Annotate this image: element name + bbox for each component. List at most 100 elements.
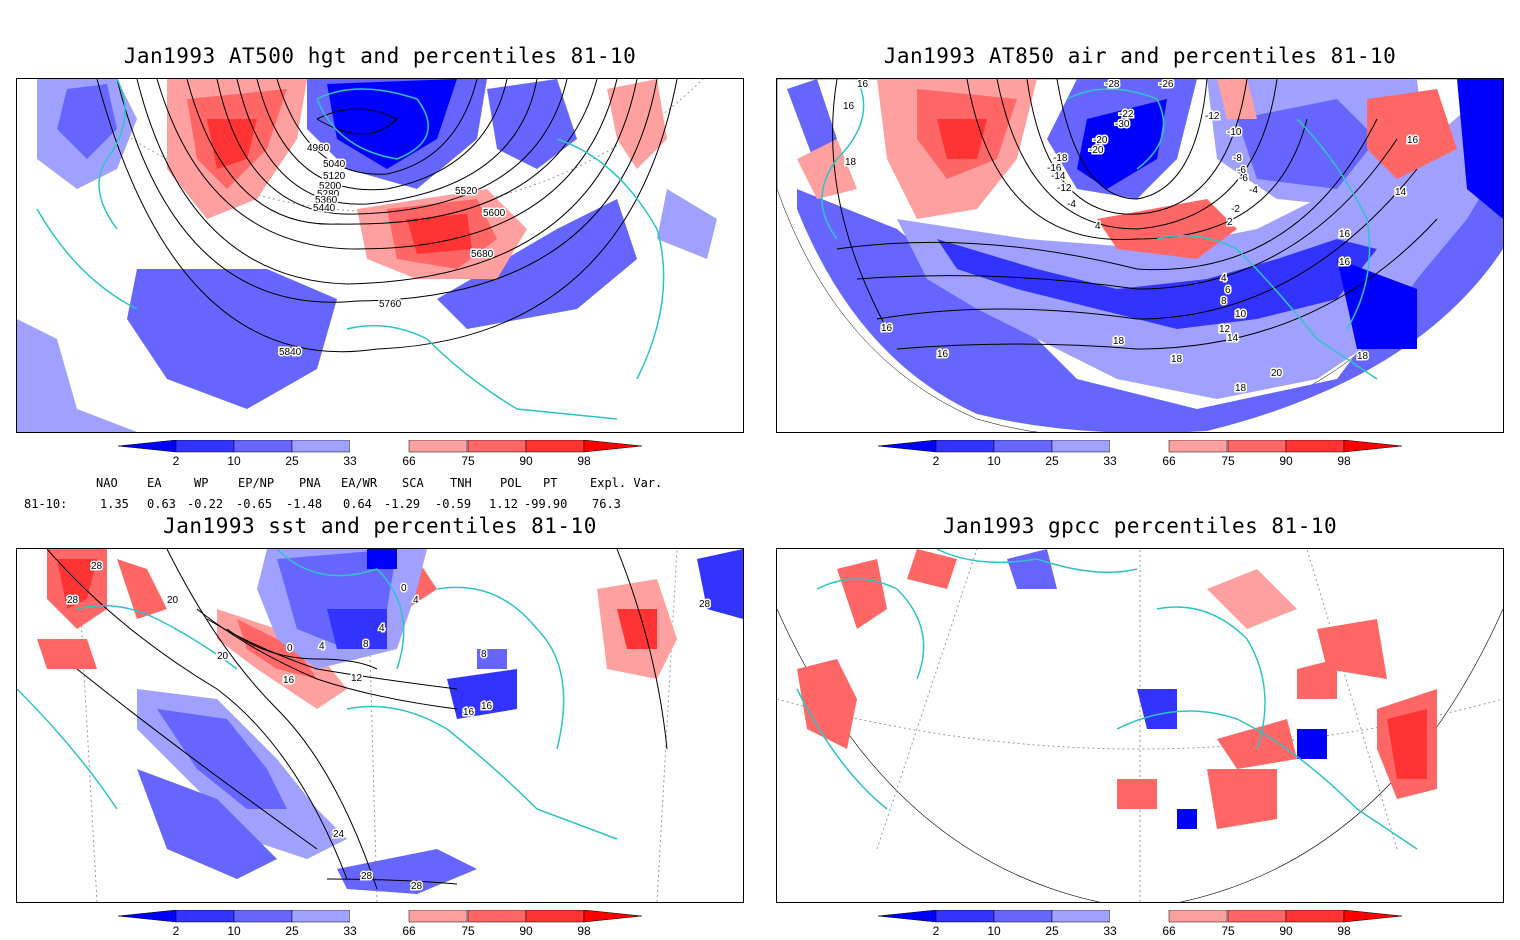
index-value: -99.90 [524, 497, 568, 511]
contour-label: -28 [1105, 79, 1120, 90]
anomaly-red [117, 559, 167, 619]
map-panel-sst: 28 28 20 20 16 12 0 4 8 4 0 4 8 16 16 24… [16, 548, 744, 903]
anomaly-blue [797, 139, 1503, 432]
contour-label: 5280 [317, 189, 340, 200]
colorbar-swatch [1227, 909, 1287, 923]
contour-line [1056, 79, 1208, 200]
index-name: Expl. Var. [590, 476, 663, 490]
colorbar-label: 33 [343, 924, 357, 936]
anomaly-red [207, 119, 257, 169]
anomaly-red [837, 559, 887, 629]
contour-label: 12 [351, 673, 363, 684]
coastline [346, 705, 618, 840]
colorbar-shapes [877, 439, 1403, 453]
contour-label: 18 [1357, 351, 1369, 362]
colorbar-label: 25 [285, 924, 299, 936]
anomaly-blue [487, 79, 577, 169]
contour-label: -10 [1227, 127, 1242, 138]
colorbar-swatch [291, 439, 351, 453]
contour-label: 24 [333, 829, 345, 840]
colorbar-swatch [233, 909, 293, 923]
colorbar-swatch [1051, 909, 1111, 923]
colorbar-swatch [408, 909, 468, 923]
contour-label: 14 [1227, 333, 1239, 344]
contour-label: 18 [1235, 383, 1247, 394]
coastline [556, 138, 665, 380]
contour-label: 5120 [323, 171, 346, 182]
index-row-label: 81-10: [24, 497, 68, 511]
index-value: 76.3 [592, 497, 621, 511]
anomaly-blue [937, 239, 1377, 329]
anomaly-blue [1457, 79, 1503, 219]
anomaly-blue [337, 849, 477, 894]
colorbar-label: 66 [402, 924, 416, 936]
colorbar-label: 90 [519, 924, 533, 936]
colorbar-swatch [935, 439, 995, 453]
colorbar-label: 66 [1162, 924, 1176, 936]
contour-label: 5440 [313, 203, 336, 214]
colorbar-bottom-left: 2 10 25 33 66 75 90 98 [117, 909, 643, 938]
colorbar-swatch [1227, 439, 1287, 453]
contour-line [216, 79, 568, 215]
contour-label: 0 [401, 583, 407, 594]
colorbar-swatch [1168, 909, 1228, 923]
colorbar-label: 66 [1162, 454, 1176, 466]
anomaly-blue [57, 84, 117, 159]
contour-line [966, 79, 1308, 241]
contour-line [836, 118, 1378, 271]
anomaly-red [237, 619, 317, 679]
contour-label: 5360 [315, 195, 338, 206]
colorbar-label: 25 [1045, 924, 1059, 936]
grid-line [76, 549, 678, 902]
contour-label: 20 [1271, 368, 1283, 379]
index-value: 0.64 [343, 497, 372, 511]
contour-label: -22 [1119, 109, 1134, 120]
contour-line [166, 549, 378, 890]
colorbar-swatch [993, 439, 1053, 453]
anomaly-blue [1337, 259, 1417, 349]
contour-label: 4960 [307, 143, 330, 154]
contour-line [116, 79, 658, 303]
index-value: 1.35 [100, 497, 129, 511]
contour-label: 16 [463, 707, 475, 718]
contour-line [156, 79, 618, 250]
colorbar-neutral [1110, 910, 1169, 922]
contour-line [136, 79, 638, 285]
colorbar-label: 10 [987, 924, 1001, 936]
colorbar-neutral [350, 910, 409, 922]
colorbar-swatch [175, 439, 235, 453]
contour-line [896, 218, 1438, 350]
contour-label: 16 [1339, 229, 1351, 240]
contour-label: 18 [845, 157, 857, 168]
coastline [36, 208, 138, 310]
contour-label: -8 [1233, 153, 1242, 164]
contour-label: 5520 [455, 186, 478, 197]
contour-label: -6 [1237, 165, 1246, 176]
coastline [98, 79, 126, 230]
contour-label: 14 [1395, 187, 1407, 198]
anomaly-red [407, 214, 472, 254]
anomaly-blue [1177, 809, 1197, 829]
contour-label: -12 [1057, 183, 1072, 194]
colorbar-shapes [117, 909, 643, 923]
colorbar-label: 98 [577, 924, 591, 936]
contour-label: 20 [217, 651, 229, 662]
anomaly-blue [1137, 689, 1177, 729]
colorbar-label: 98 [1337, 924, 1351, 936]
contour-label: 28 [91, 561, 103, 572]
colorbar-label: 66 [402, 454, 416, 466]
map-outside-domain [17, 239, 743, 432]
contour-label: 5600 [483, 208, 506, 219]
contour-label: 16 [937, 349, 949, 360]
colorbar-swatch [117, 909, 177, 923]
colorbar-label: 98 [1337, 454, 1351, 466]
coastline [346, 324, 618, 420]
colorbar-label: 2 [933, 924, 940, 936]
colorbar-swatch [877, 909, 937, 923]
contour-label: 5040 [323, 159, 346, 170]
index-value: -1.29 [384, 497, 421, 511]
anomaly-blue [127, 269, 337, 409]
anomaly-blue [327, 609, 387, 649]
contour-label: 16 [481, 701, 493, 712]
colorbar-label: 2 [173, 454, 180, 466]
